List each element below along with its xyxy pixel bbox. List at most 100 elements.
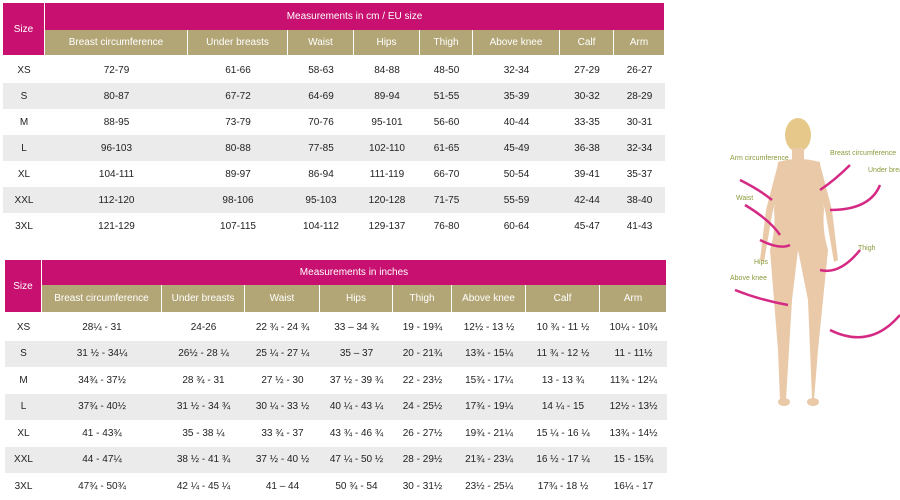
table-title: Measurements in cm / EU size <box>45 3 665 30</box>
measurement: 35 – 37 <box>320 340 393 367</box>
measurement: 70-76 <box>308 116 334 128</box>
measurement: 33 ¾ - 37 <box>261 427 304 439</box>
measurement: 28¼ - 31 <box>82 321 122 333</box>
measurement: 55-59 <box>473 187 560 213</box>
measurement: 80-88 <box>188 135 288 161</box>
measurement: 28-29 <box>614 83 665 109</box>
measurement: 28 - 29½ <box>393 446 452 473</box>
measurement: 45-49 <box>473 135 560 161</box>
measurement: 61-66 <box>225 64 251 76</box>
measurement: 37¾ - 40½ <box>42 393 162 420</box>
measurement: 20 - 21¾ <box>393 340 452 367</box>
measurement: 28 ¾ - 31 <box>182 374 225 386</box>
size-label: 3XL <box>14 480 33 492</box>
column-header: Arm <box>614 30 665 55</box>
column-header: Above knee <box>452 285 526 312</box>
measurement: 15¾ - 17¼ <box>465 374 513 386</box>
measurement: 112-120 <box>45 187 188 213</box>
measurement: 35-39 <box>473 83 560 109</box>
measurement: 120-128 <box>354 187 420 213</box>
column-header: Breast circumference <box>45 30 188 55</box>
measurement: 17¾ - 19¼ <box>452 393 526 420</box>
column-header: Calf <box>560 30 614 55</box>
measurement: 27 ½ - 30 <box>261 374 304 386</box>
measurement: 35-37 <box>626 168 653 180</box>
size-label: XL <box>17 168 31 180</box>
figure-label: Under breasts <box>868 167 900 174</box>
measurement: 44 - 47¼ <box>42 446 162 473</box>
measurement: 32-34 <box>503 64 530 76</box>
size-header: Size <box>3 3 45 55</box>
measurement: 73-79 <box>225 116 251 128</box>
measurement: 26 - 27½ <box>402 427 443 439</box>
measurement: 121-129 <box>98 220 135 232</box>
measurement: 11 - 11½ <box>600 340 667 367</box>
measurement: 13¾ - 14½ <box>609 427 658 439</box>
size-label: XXL <box>3 187 45 213</box>
measurement: 13 - 13 ¾ <box>541 374 585 386</box>
column-header: Hips <box>320 285 393 312</box>
measurement: 33 – 34 ¾ <box>334 321 379 333</box>
measurement: 104-111 <box>98 168 135 180</box>
measurement: 17¾ - 18 ½ <box>537 480 589 492</box>
size-label: M <box>19 374 28 386</box>
measurement: 56-60 <box>433 116 460 128</box>
measurement: 10 ¾ - 11 ½ <box>536 321 590 333</box>
measurement: 30 - 31½ <box>402 480 443 492</box>
measurement: 23½ - 25¼ <box>465 480 513 492</box>
size-label: M <box>19 116 29 128</box>
measurement: 27-29 <box>574 64 600 76</box>
size-label: S <box>3 83 45 109</box>
size-header: Size <box>5 260 42 312</box>
measurement: 26½ - 28 ¼ <box>162 340 245 367</box>
measurement: 19 - 19¾ <box>402 321 443 333</box>
measurement: 22 ¾ - 24 ¾ <box>255 321 310 333</box>
measurement: 86-94 <box>308 168 334 180</box>
size-label: 3XL <box>15 220 33 232</box>
table-title: Measurements in inches <box>42 260 667 285</box>
measurement: 80-87 <box>45 83 188 109</box>
measurement: 24 - 25½ <box>393 393 452 420</box>
measurement: 42 ¼ - 45 ¼ <box>176 480 231 492</box>
measurement: 38-40 <box>614 187 665 213</box>
measurement: 66-70 <box>433 168 460 180</box>
measurement: 34¾ - 37½ <box>78 374 126 386</box>
measurement: 15 ¼ - 16 ¼ <box>536 427 590 439</box>
measurement: 12½ - 13 ½ <box>463 321 515 333</box>
measurement: 42-44 <box>560 187 614 213</box>
column-header: Calf <box>526 285 600 312</box>
measurement: 76-80 <box>433 220 460 232</box>
measurement: 102-110 <box>354 135 420 161</box>
measurement: 98-106 <box>188 187 288 213</box>
measurement: 21¾ - 23¼ <box>452 446 526 473</box>
measurement: 19¾ - 21¼ <box>465 427 513 439</box>
measurement: 50 ¾ - 54 <box>335 480 378 492</box>
column-header: Thigh <box>420 30 473 55</box>
measurement: 88-95 <box>103 116 130 128</box>
measurement: 48-50 <box>433 64 460 76</box>
measurement: 16 ½ - 17 ¼ <box>526 446 600 473</box>
figure-label: Thigh <box>858 245 876 252</box>
measurement: 31 ½ - 34¼ <box>42 340 162 367</box>
size-label: L <box>3 135 45 161</box>
measurement: 38 ½ - 41 ¾ <box>162 446 245 473</box>
figure-label: Breast circumference <box>830 150 896 157</box>
column-header: Under breasts <box>162 285 245 312</box>
measurement: 26-27 <box>626 64 653 76</box>
arrows <box>734 164 900 339</box>
measurement: 84-88 <box>374 64 400 76</box>
silhouette <box>760 118 838 406</box>
measurement: 51-55 <box>420 83 473 109</box>
figure-label: Hips <box>754 259 769 266</box>
size-label: XL <box>17 427 30 439</box>
measurement: 77-85 <box>288 135 354 161</box>
measurement: 33-35 <box>574 116 600 128</box>
measurement: 47 ¼ - 50 ½ <box>320 446 393 473</box>
figure-label: Waist <box>736 195 753 202</box>
measurement: 71-75 <box>420 187 473 213</box>
measurement: 39-41 <box>574 168 600 180</box>
size-label: XXL <box>5 446 42 473</box>
measurement: 31 ½ - 34 ¾ <box>162 393 245 420</box>
measurement: 89-94 <box>354 83 420 109</box>
